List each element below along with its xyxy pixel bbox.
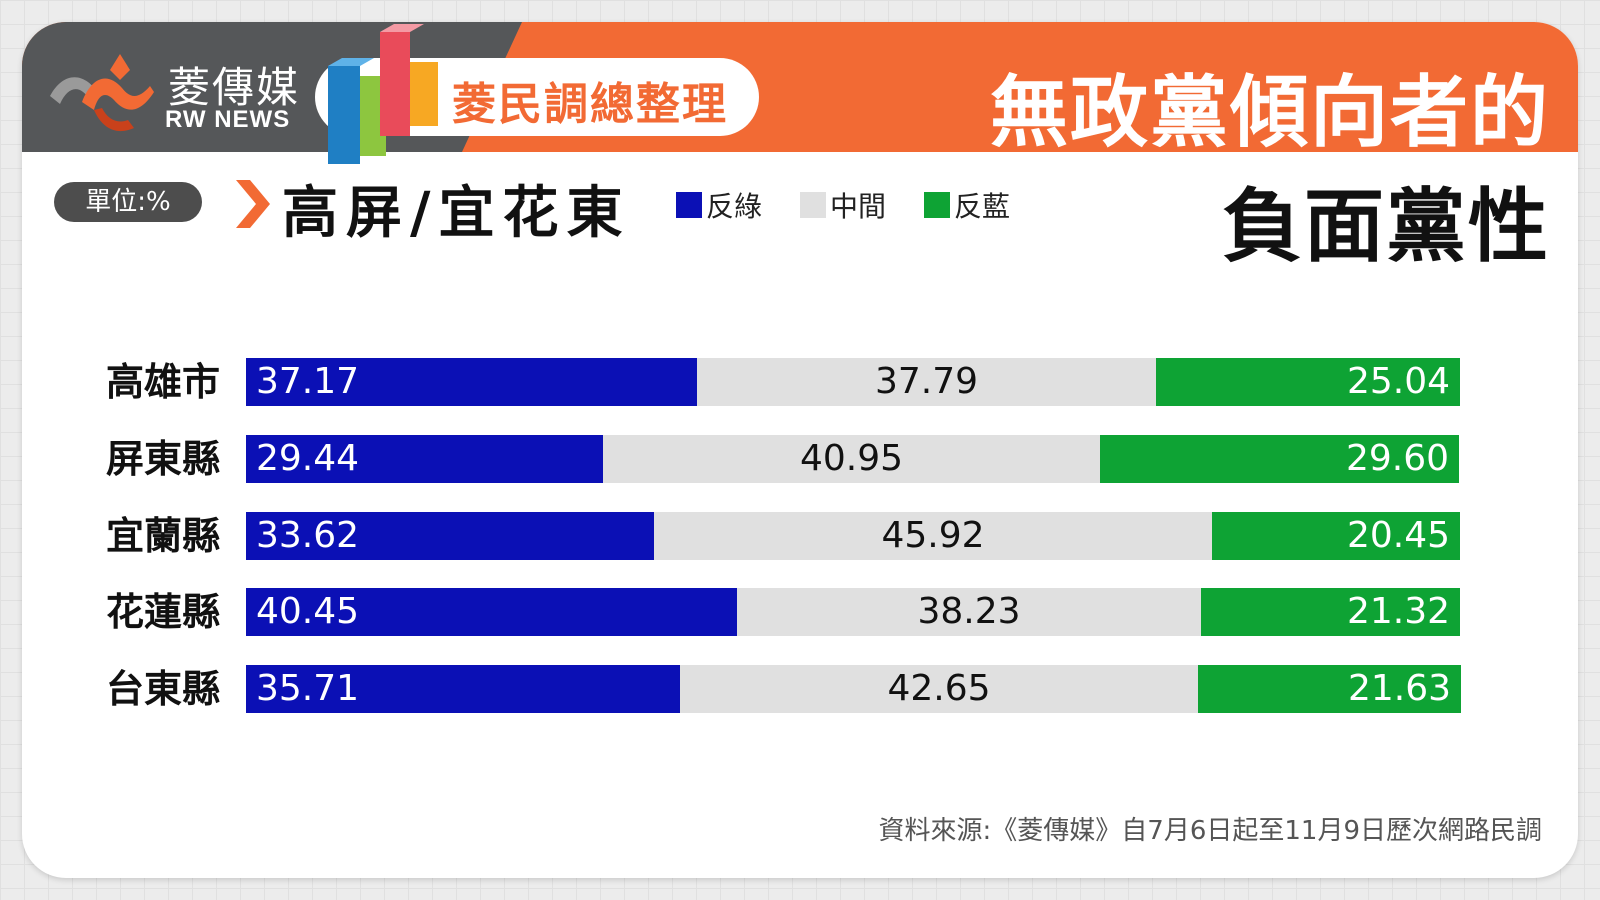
- bar-segment-middle: [654, 512, 1212, 560]
- legend-swatch-middle: [800, 192, 827, 218]
- bar-segment-anti-green: [246, 588, 737, 636]
- row-label: 花蓮縣: [106, 590, 221, 634]
- bar-segment-anti-blue: [1212, 512, 1460, 560]
- bar-segment-middle: [680, 665, 1198, 713]
- value-label-middle: 38.23: [917, 591, 1021, 632]
- value-label-middle: 42.65: [887, 668, 991, 709]
- value-label-middle: 37.79: [874, 361, 979, 402]
- bar-segment-anti-green: [246, 358, 697, 406]
- value-label-middle: 45.92: [881, 515, 985, 556]
- value-label-anti-green: 35.71: [256, 668, 360, 709]
- legend-label-middle: 中間: [830, 190, 887, 223]
- row-label: 台東縣: [106, 667, 221, 711]
- value-label-anti-blue: 25.04: [1346, 361, 1450, 402]
- legend-swatch-anti-green: [676, 192, 702, 218]
- row-label: 宜蘭縣: [106, 514, 221, 558]
- chevron-right-icon: [236, 180, 270, 228]
- value-label-anti-blue: 29.60: [1345, 438, 1449, 479]
- chart-subtitle: 高屏/宜花東: [282, 181, 631, 246]
- bar-segment-anti-green: [246, 512, 654, 560]
- infographic-card: 菱傳媒 RW NEWS 菱民調總整理 無政黨傾向者的 負面黨性 單位:% 高屏/…: [22, 22, 1578, 878]
- bar-segment-middle: [697, 358, 1156, 406]
- value-label-anti-green: 37.17: [256, 361, 360, 402]
- legend-item-anti-green: 反綠: [676, 185, 762, 225]
- bar-segment-anti-green: [246, 665, 680, 713]
- value-label-anti-green: 29.44: [256, 438, 360, 479]
- data-source-note: 資料來源:《菱傳媒》自7月6日起至11月9日歷次網路民調: [878, 816, 1542, 846]
- legend-item-middle: 中間: [800, 185, 886, 225]
- header-banner: 菱傳媒 RW NEWS 菱民調總整理 無政黨傾向者的: [22, 22, 1578, 164]
- legend-label-anti-green: 反綠: [706, 190, 763, 223]
- bar-segment-anti-blue: [1156, 358, 1460, 406]
- legend-swatch-anti-blue: [924, 192, 951, 218]
- rw-news-logo-icon: [50, 54, 154, 132]
- value-label-anti-green: 33.62: [256, 515, 360, 556]
- row-label: 屏東縣: [106, 437, 221, 481]
- chart-legend: 反綠 中間 反藍: [676, 185, 1010, 225]
- brand-name-en: RW NEWS: [165, 106, 291, 133]
- value-label-anti-blue: 21.63: [1347, 668, 1451, 709]
- summary-pill-text: 菱民調總整理: [452, 79, 728, 130]
- value-label-middle: 40.95: [799, 438, 904, 479]
- bar-chart-icon: [328, 24, 438, 164]
- value-label-anti-green: 40.45: [256, 591, 360, 632]
- bar-segment-middle: [603, 435, 1100, 483]
- bar-segment-anti-blue: [1198, 665, 1461, 713]
- bar-segment-anti-green: [246, 435, 603, 483]
- row-label: 高雄市: [106, 360, 221, 404]
- page-title-line2: 負面黨性: [1222, 180, 1550, 273]
- value-label-anti-blue: 21.32: [1346, 591, 1450, 632]
- legend-label-anti-blue: 反藍: [954, 190, 1011, 223]
- legend-item-anti-blue: 反藍: [924, 185, 1010, 225]
- value-label-anti-blue: 20.45: [1346, 515, 1450, 556]
- brand-name-cn: 菱傳媒: [168, 63, 301, 112]
- page-title-line1: 無政黨傾向者的: [989, 68, 1550, 158]
- bar-segment-anti-blue: [1201, 588, 1460, 636]
- bar-segment-middle: [737, 588, 1201, 636]
- unit-badge: 單位:%: [54, 182, 202, 222]
- bar-segment-anti-blue: [1100, 435, 1459, 483]
